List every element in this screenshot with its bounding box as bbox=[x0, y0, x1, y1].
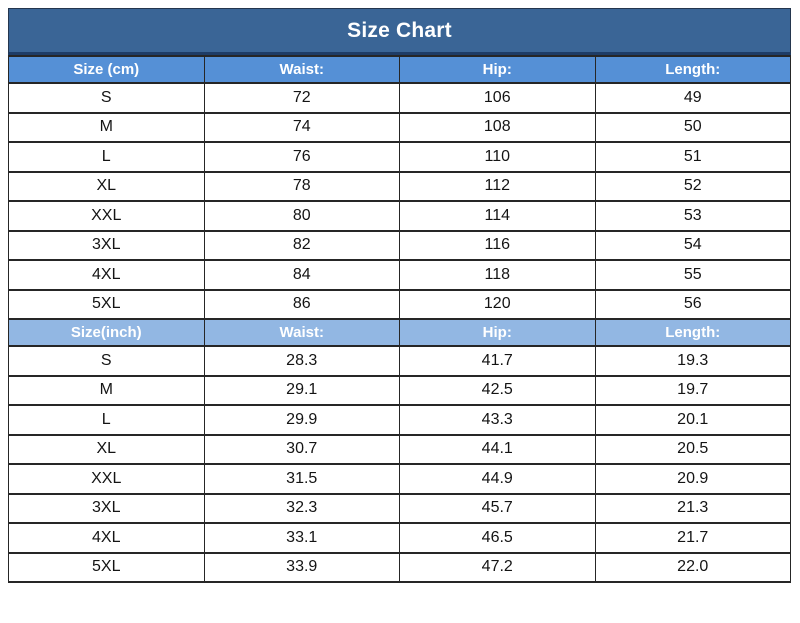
measurement-value-cell: 29.9 bbox=[203, 404, 400, 436]
measurement-value-cell: 19.3 bbox=[594, 345, 791, 377]
size-chart: Size Chart Size (cm) Waist: Hip: Length: S 72… bbox=[8, 8, 791, 583]
measurement-value-cell: 47.2 bbox=[399, 551, 596, 583]
measurement-value-cell: 45.7 bbox=[399, 492, 596, 524]
section-header-row-cm: Size (cm) Waist: Hip: Length: bbox=[8, 55, 791, 84]
table-row: L 76 110 51 bbox=[8, 141, 791, 173]
measurement-value-cell: 52 bbox=[594, 170, 791, 202]
table-row: 3XL 32.3 45.7 21.3 bbox=[8, 492, 791, 524]
measurement-value-cell: 76 bbox=[203, 141, 400, 173]
measurement-value-cell: 20.1 bbox=[594, 404, 791, 436]
size-label-cell: M bbox=[8, 374, 205, 406]
measure-column-header: Waist: bbox=[203, 318, 400, 347]
table-row: M 29.1 42.5 19.7 bbox=[8, 374, 791, 406]
table-row: 4XL 33.1 46.5 21.7 bbox=[8, 522, 791, 554]
measurement-value-cell: 55 bbox=[594, 259, 791, 291]
measure-column-header: Hip: bbox=[399, 318, 596, 347]
table-row: M 74 108 50 bbox=[8, 111, 791, 143]
size-label-cell: S bbox=[8, 82, 205, 114]
size-label-cell: XL bbox=[8, 170, 205, 202]
size-label-cell: XL bbox=[8, 433, 205, 465]
measurement-value-cell: 29.1 bbox=[203, 374, 400, 406]
measurement-value-cell: 78 bbox=[203, 170, 400, 202]
measurement-value-cell: 54 bbox=[594, 229, 791, 261]
measurement-value-cell: 20.5 bbox=[594, 433, 791, 465]
measurement-value-cell: 53 bbox=[594, 200, 791, 232]
measurement-value-cell: 19.7 bbox=[594, 374, 791, 406]
table-row: XXL 80 114 53 bbox=[8, 200, 791, 232]
measurement-value-cell: 51 bbox=[594, 141, 791, 173]
size-label-cell: 3XL bbox=[8, 229, 205, 261]
measurement-value-cell: 44.9 bbox=[399, 463, 596, 495]
measurement-value-cell: 56 bbox=[594, 288, 791, 320]
measurement-value-cell: 82 bbox=[203, 229, 400, 261]
measurement-value-cell: 84 bbox=[203, 259, 400, 291]
table-row: 4XL 84 118 55 bbox=[8, 259, 791, 291]
size-table: Size (cm) Waist: Hip: Length: S 72 106 49 M 74 108… bbox=[8, 55, 791, 583]
size-label-cell: 5XL bbox=[8, 551, 205, 583]
table-row: S 28.3 41.7 19.3 bbox=[8, 345, 791, 377]
section-header-row-inch: Size(inch) Waist: Hip: Length: bbox=[8, 318, 791, 347]
table-row: 5XL 33.9 47.2 22.0 bbox=[8, 551, 791, 583]
measurement-value-cell: 106 bbox=[399, 82, 596, 114]
measure-column-header: Length: bbox=[594, 318, 791, 347]
size-label-cell: S bbox=[8, 345, 205, 377]
measurement-value-cell: 120 bbox=[399, 288, 596, 320]
measurement-value-cell: 43.3 bbox=[399, 404, 596, 436]
measurement-value-cell: 110 bbox=[399, 141, 596, 173]
measurement-value-cell: 42.5 bbox=[399, 374, 596, 406]
measurement-value-cell: 118 bbox=[399, 259, 596, 291]
size-label-cell: 3XL bbox=[8, 492, 205, 524]
measurement-value-cell: 74 bbox=[203, 111, 400, 143]
table-row: XXL 31.5 44.9 20.9 bbox=[8, 463, 791, 495]
size-label-cell: XXL bbox=[8, 463, 205, 495]
table-row: XL 30.7 44.1 20.5 bbox=[8, 433, 791, 465]
measurement-value-cell: 72 bbox=[203, 82, 400, 114]
measurement-value-cell: 28.3 bbox=[203, 345, 400, 377]
table-row: L 29.9 43.3 20.1 bbox=[8, 404, 791, 436]
size-label-cell: L bbox=[8, 141, 205, 173]
measurement-value-cell: 32.3 bbox=[203, 492, 400, 524]
measurement-value-cell: 49 bbox=[594, 82, 791, 114]
measurement-value-cell: 21.3 bbox=[594, 492, 791, 524]
table-row: XL 78 112 52 bbox=[8, 170, 791, 202]
measurement-value-cell: 20.9 bbox=[594, 463, 791, 495]
measure-column-header: Hip: bbox=[399, 55, 596, 84]
measurement-value-cell: 30.7 bbox=[203, 433, 400, 465]
measurement-value-cell: 80 bbox=[203, 200, 400, 232]
size-label-cell: 5XL bbox=[8, 288, 205, 320]
measurement-value-cell: 41.7 bbox=[399, 345, 596, 377]
size-table-body: Size (cm) Waist: Hip: Length: S 72 106 49 M 74 108… bbox=[8, 55, 791, 583]
measure-column-header: Length: bbox=[594, 55, 791, 84]
measurement-value-cell: 21.7 bbox=[594, 522, 791, 554]
measurement-value-cell: 112 bbox=[399, 170, 596, 202]
measurement-value-cell: 114 bbox=[399, 200, 596, 232]
table-row: 3XL 82 116 54 bbox=[8, 229, 791, 261]
measurement-value-cell: 44.1 bbox=[399, 433, 596, 465]
size-label-cell: L bbox=[8, 404, 205, 436]
table-row: S 72 106 49 bbox=[8, 82, 791, 114]
table-row: 5XL 86 120 56 bbox=[8, 288, 791, 320]
size-label-cell: 4XL bbox=[8, 522, 205, 554]
size-label-cell: 4XL bbox=[8, 259, 205, 291]
measure-column-header: Waist: bbox=[203, 55, 400, 84]
size-column-header: Size (cm) bbox=[8, 55, 205, 84]
measurement-value-cell: 31.5 bbox=[203, 463, 400, 495]
size-label-cell: XXL bbox=[8, 200, 205, 232]
measurement-value-cell: 22.0 bbox=[594, 551, 791, 583]
chart-title: Size Chart bbox=[8, 8, 791, 55]
measurement-value-cell: 33.9 bbox=[203, 551, 400, 583]
measurement-value-cell: 86 bbox=[203, 288, 400, 320]
measurement-value-cell: 108 bbox=[399, 111, 596, 143]
measurement-value-cell: 33.1 bbox=[203, 522, 400, 554]
size-column-header: Size(inch) bbox=[8, 318, 205, 347]
measurement-value-cell: 46.5 bbox=[399, 522, 596, 554]
size-label-cell: M bbox=[8, 111, 205, 143]
measurement-value-cell: 116 bbox=[399, 229, 596, 261]
measurement-value-cell: 50 bbox=[594, 111, 791, 143]
